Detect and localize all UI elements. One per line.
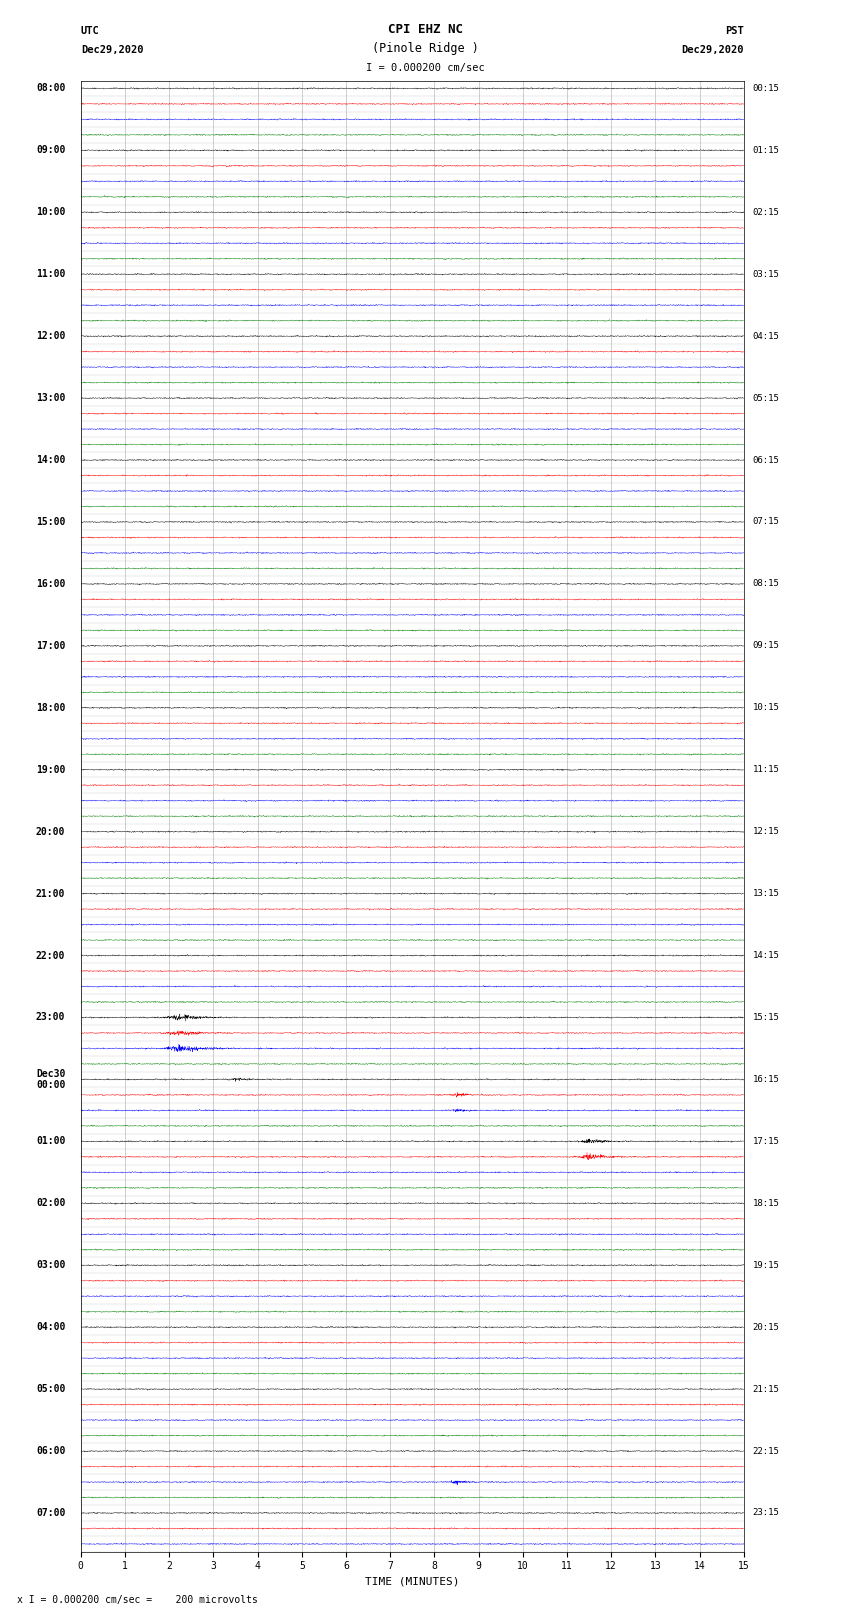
Text: (Pinole Ridge ): (Pinole Ridge ): [371, 42, 479, 55]
Text: 04:00: 04:00: [36, 1323, 65, 1332]
Text: 00:15: 00:15: [752, 84, 779, 94]
Text: 12:15: 12:15: [752, 827, 779, 836]
Text: 16:15: 16:15: [752, 1074, 779, 1084]
Text: 06:00: 06:00: [36, 1447, 65, 1457]
Text: CPI EHZ NC: CPI EHZ NC: [388, 23, 462, 37]
Text: 04:15: 04:15: [752, 332, 779, 340]
Text: UTC: UTC: [81, 26, 99, 37]
Text: 14:15: 14:15: [752, 952, 779, 960]
Text: I = 0.000200 cm/sec: I = 0.000200 cm/sec: [366, 63, 484, 73]
Text: 20:00: 20:00: [36, 827, 65, 837]
Text: Dec30
00:00: Dec30 00:00: [36, 1069, 65, 1090]
Text: 11:15: 11:15: [752, 765, 779, 774]
Text: 10:00: 10:00: [36, 208, 65, 218]
Text: 19:00: 19:00: [36, 765, 65, 774]
X-axis label: TIME (MINUTES): TIME (MINUTES): [365, 1578, 460, 1587]
Text: 23:00: 23:00: [36, 1013, 65, 1023]
Text: 19:15: 19:15: [752, 1261, 779, 1269]
Text: 18:15: 18:15: [752, 1198, 779, 1208]
Text: 18:00: 18:00: [36, 703, 65, 713]
Text: 07:15: 07:15: [752, 518, 779, 526]
Text: 13:15: 13:15: [752, 889, 779, 898]
Text: 13:00: 13:00: [36, 394, 65, 403]
Text: PST: PST: [725, 26, 744, 37]
Text: 20:15: 20:15: [752, 1323, 779, 1332]
Text: 05:15: 05:15: [752, 394, 779, 403]
Text: 02:00: 02:00: [36, 1198, 65, 1208]
Text: 10:15: 10:15: [752, 703, 779, 713]
Text: 14:00: 14:00: [36, 455, 65, 465]
Text: 05:00: 05:00: [36, 1384, 65, 1394]
Text: Dec29,2020: Dec29,2020: [681, 45, 744, 55]
Text: 12:00: 12:00: [36, 331, 65, 340]
Text: 22:15: 22:15: [752, 1447, 779, 1455]
Text: 03:15: 03:15: [752, 269, 779, 279]
Text: 06:15: 06:15: [752, 455, 779, 465]
Text: 11:00: 11:00: [36, 269, 65, 279]
Text: 09:15: 09:15: [752, 642, 779, 650]
Text: 03:00: 03:00: [36, 1260, 65, 1269]
Text: 07:00: 07:00: [36, 1508, 65, 1518]
Text: 08:15: 08:15: [752, 579, 779, 589]
Text: 23:15: 23:15: [752, 1508, 779, 1518]
Text: 21:00: 21:00: [36, 889, 65, 898]
Text: 21:15: 21:15: [752, 1384, 779, 1394]
Text: 02:15: 02:15: [752, 208, 779, 216]
Text: 22:00: 22:00: [36, 950, 65, 960]
Text: 09:00: 09:00: [36, 145, 65, 155]
Text: 08:00: 08:00: [36, 84, 65, 94]
Text: 01:15: 01:15: [752, 145, 779, 155]
Text: 01:00: 01:00: [36, 1137, 65, 1147]
Text: 15:00: 15:00: [36, 518, 65, 527]
Text: 17:00: 17:00: [36, 640, 65, 650]
Text: 16:00: 16:00: [36, 579, 65, 589]
Text: 17:15: 17:15: [752, 1137, 779, 1145]
Text: 15:15: 15:15: [752, 1013, 779, 1023]
Text: Dec29,2020: Dec29,2020: [81, 45, 144, 55]
Text: x I = 0.000200 cm/sec =    200 microvolts: x I = 0.000200 cm/sec = 200 microvolts: [17, 1595, 258, 1605]
